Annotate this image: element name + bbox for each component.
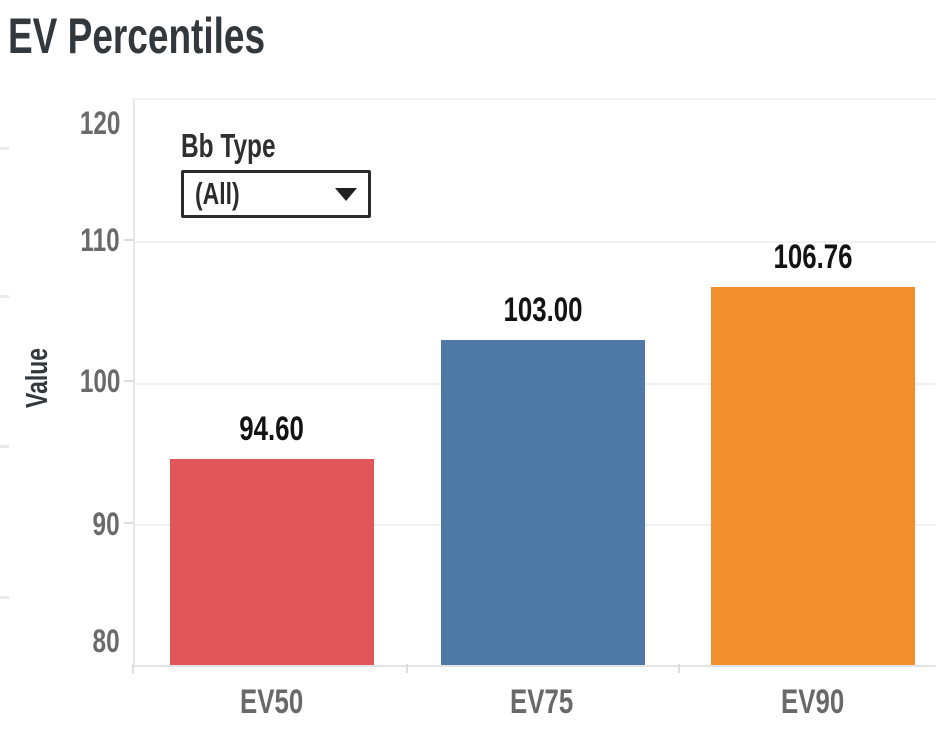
left-edge-tick [0, 596, 9, 599]
bar-value-label: 106.76 [773, 238, 853, 277]
x-category-label-ev50: EV50 [240, 683, 304, 721]
left-edge-tick [0, 445, 9, 448]
plot-area: 94.60 103.00 106.76 [133, 98, 936, 667]
y-tick-label: 100 [79, 363, 120, 399]
bar-ev50[interactable] [170, 458, 374, 665]
left-edge-tick [0, 295, 9, 298]
dropdown-selected-value: (All) [195, 176, 240, 211]
bar-value-label: 103.00 [503, 291, 583, 330]
left-edge-tick [0, 147, 9, 150]
page-title-text: EV Percentiles [8, 8, 266, 64]
bb-type-dropdown[interactable]: (All) [181, 170, 371, 218]
y-tick-mark [124, 239, 133, 241]
bar-value-label: 94.60 [239, 409, 305, 448]
y-axis-title: Value [19, 348, 54, 408]
y-tick-label: 110 [80, 222, 120, 258]
x-category-label-ev90: EV90 [781, 683, 845, 721]
bar-ev90[interactable] [711, 287, 915, 665]
x-tick-mark [406, 664, 408, 673]
y-tick-label: 90 [92, 506, 120, 542]
y-tick-label: 80 [92, 623, 120, 659]
y-tick-mark [124, 380, 133, 382]
x-tick-mark [132, 664, 134, 673]
page-title: EV Percentiles [8, 10, 355, 62]
caret-down-icon [335, 187, 357, 201]
x-category-label-ev75: EV75 [510, 683, 574, 721]
gridline-110 [135, 241, 936, 244]
y-tick-mark [124, 522, 133, 524]
y-tick-label: 120 [79, 105, 120, 141]
x-tick-mark [678, 664, 680, 673]
filter-title: Bb Type [181, 127, 276, 164]
bar-ev75[interactable] [441, 340, 645, 665]
